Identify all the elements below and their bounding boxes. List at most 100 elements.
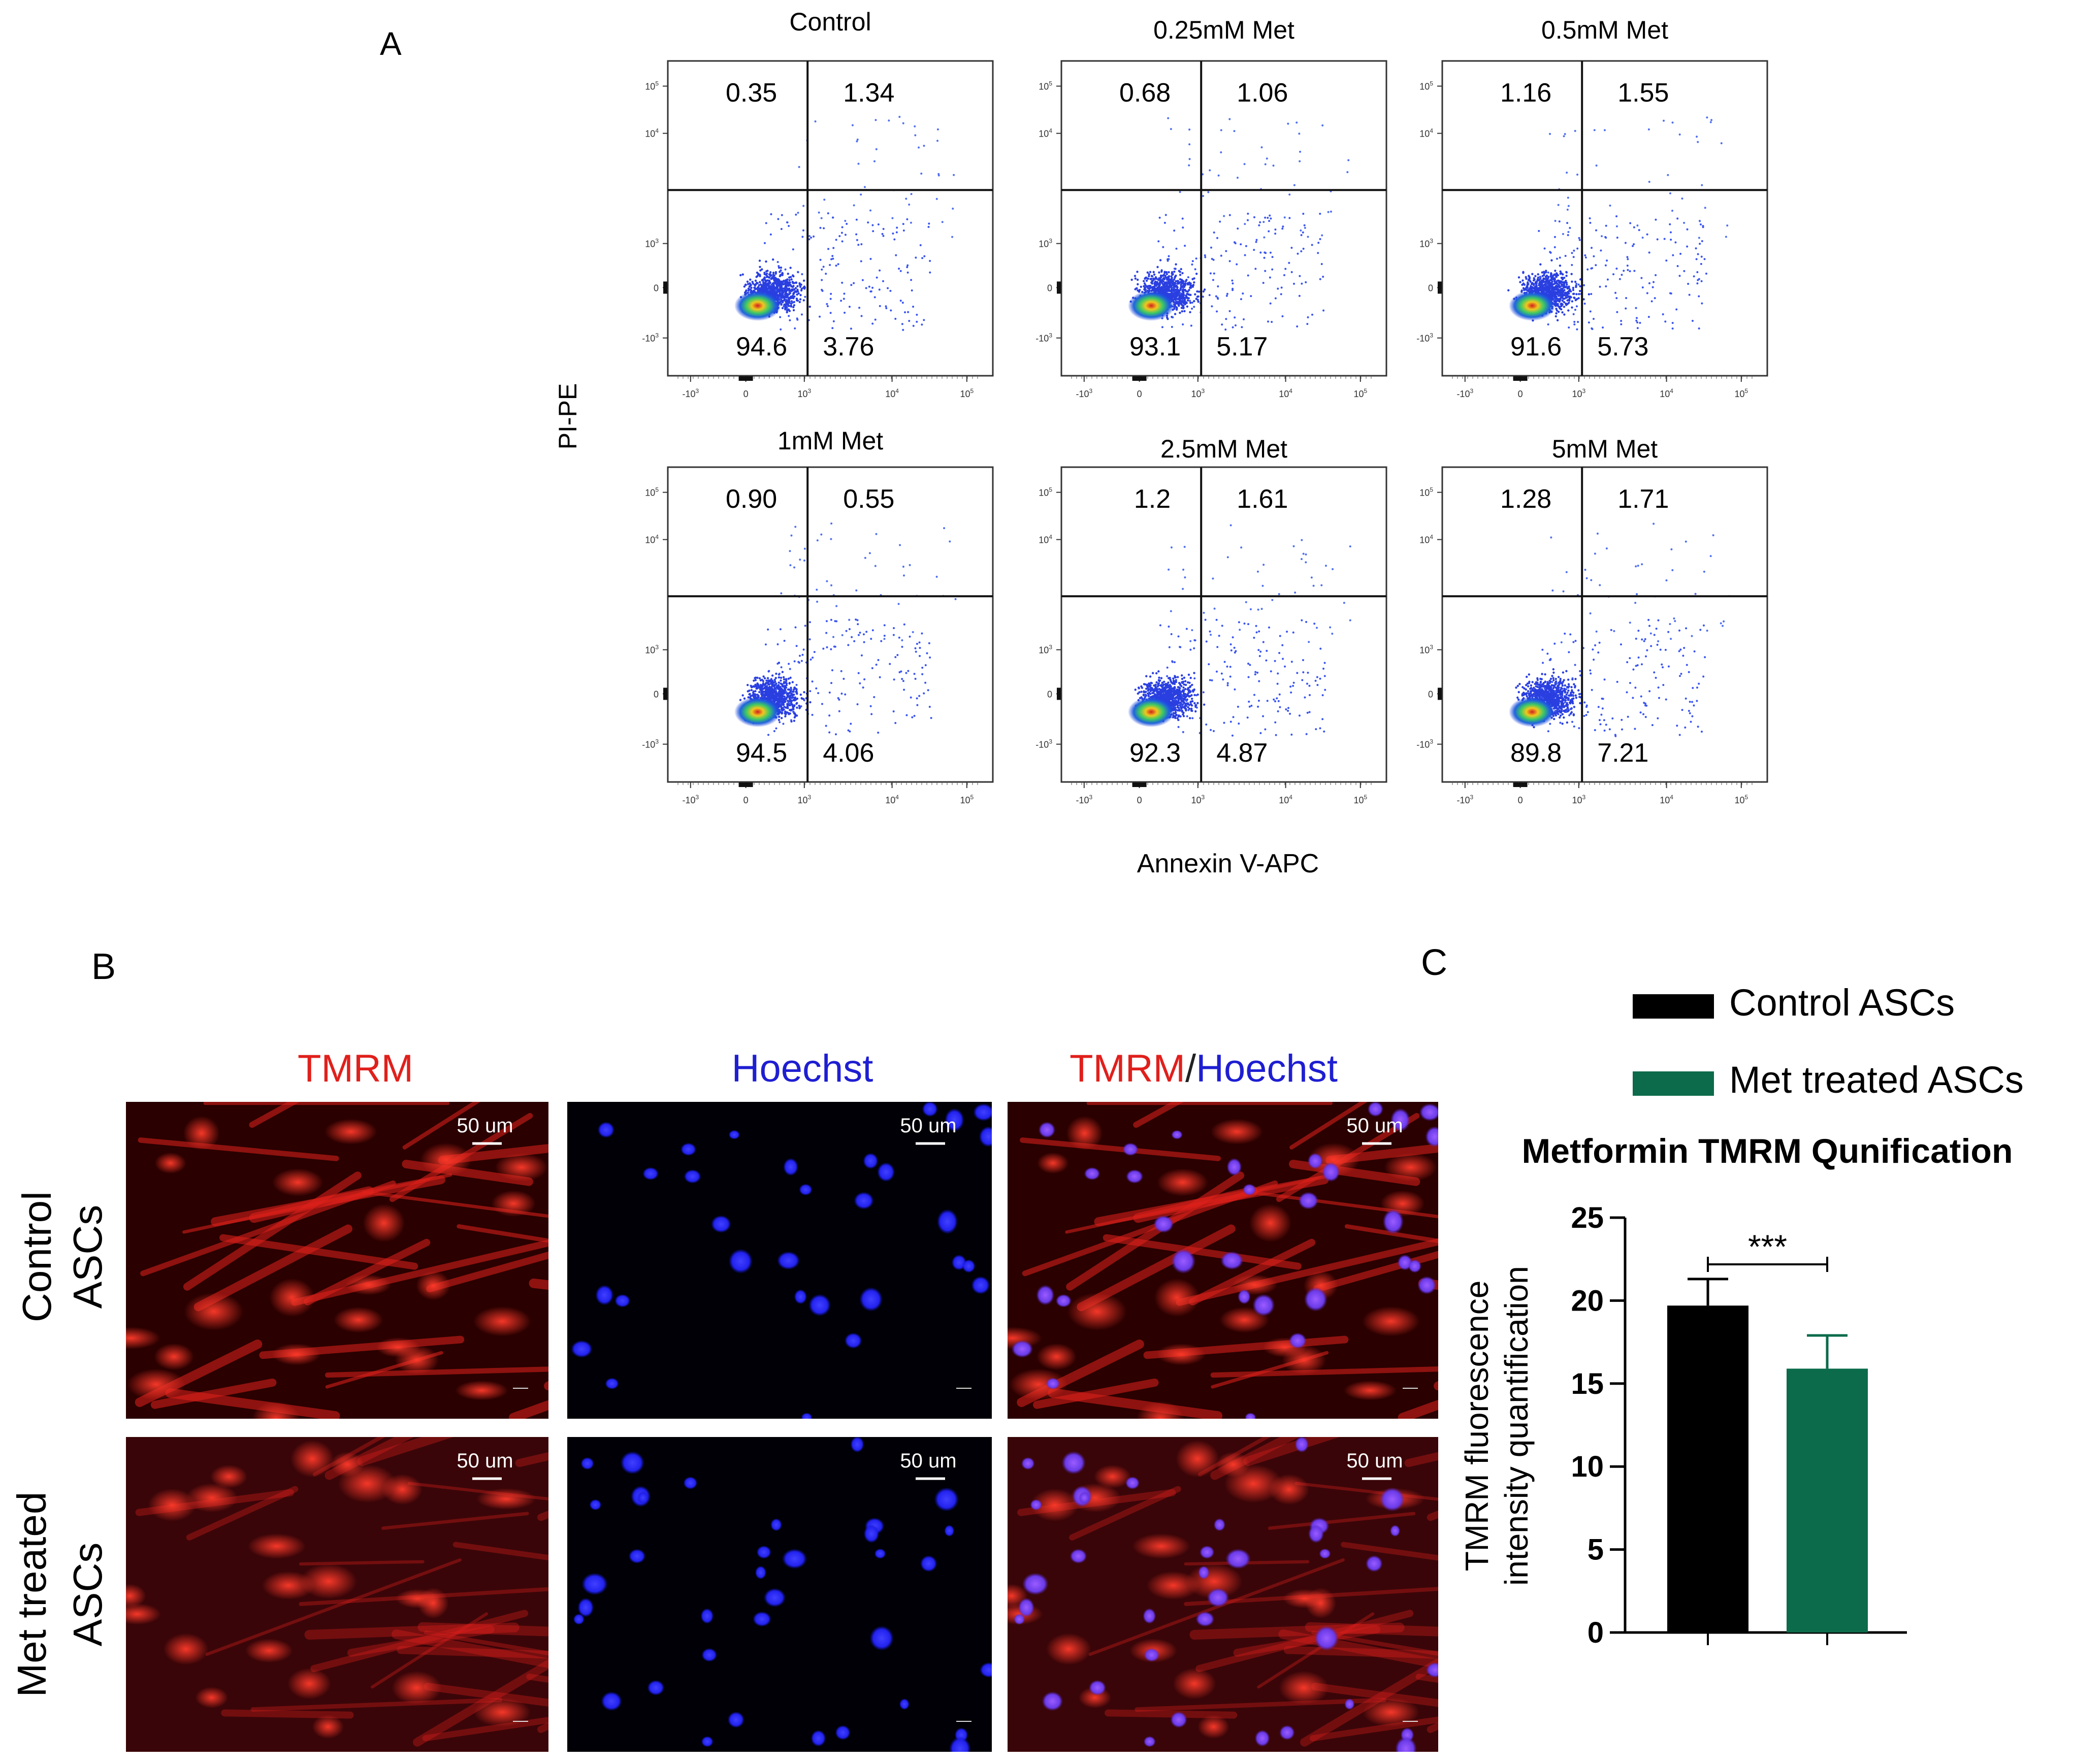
flow-event (780, 679, 782, 682)
flow-event (1595, 264, 1597, 267)
flow-event (739, 699, 742, 701)
flow-event (1540, 282, 1543, 285)
flow-event (819, 226, 822, 229)
flow-event (762, 691, 765, 693)
flow-x-tick-exp: 3 (807, 387, 811, 395)
flow-event (1213, 272, 1215, 275)
flow-event (871, 629, 874, 632)
flow-event (1555, 295, 1558, 298)
flow-event (1271, 320, 1273, 323)
flow-event (773, 678, 776, 681)
flow-event (739, 274, 742, 277)
flow-event (1158, 287, 1161, 290)
flow-event (876, 276, 878, 279)
flow-event (787, 284, 790, 287)
flow-event (1550, 275, 1553, 278)
flow-event (1545, 277, 1548, 280)
flow-event (1135, 287, 1138, 290)
flow-plot-title: Control (789, 8, 871, 36)
flow-event (1171, 271, 1174, 274)
flow-event (770, 277, 773, 279)
flow-event (832, 636, 835, 638)
flow-event (1563, 289, 1566, 291)
flow-x-tick-label: 104 (1279, 387, 1292, 399)
flow-event (903, 623, 905, 626)
flow-event (1606, 278, 1609, 281)
flow-event (1255, 239, 1258, 241)
flow-event (1180, 268, 1182, 271)
flow-event (1638, 229, 1640, 232)
flow-event (1710, 119, 1713, 121)
flow-q-ll: 94.5 (736, 738, 787, 768)
flow-event (893, 238, 896, 241)
flow-event (1663, 238, 1666, 240)
flow-event (1562, 233, 1564, 235)
flow-event (1670, 239, 1672, 241)
flow-event (1541, 285, 1544, 288)
flow-event (882, 280, 884, 282)
flow-event (1220, 254, 1222, 257)
flow-density-core (734, 697, 781, 727)
flow-event (1571, 264, 1573, 266)
flow-y-tick-label: -103 (642, 738, 659, 750)
flow-event (1556, 257, 1558, 260)
flow-event (1220, 129, 1222, 132)
flow-event (768, 276, 771, 279)
flow-event (791, 681, 794, 683)
flow-event (790, 719, 793, 722)
flow-event (929, 259, 931, 262)
flow-event (757, 684, 760, 687)
flow-event (748, 285, 751, 288)
flow-event (771, 679, 774, 682)
flow-event (1296, 325, 1299, 328)
flow-event (905, 198, 908, 200)
flow-event (828, 714, 831, 717)
flow-y-tick-label: 0 (654, 689, 659, 699)
flow-event (795, 290, 797, 293)
flow-event (1272, 165, 1275, 167)
flow-event (829, 298, 832, 300)
flow-event (775, 282, 778, 285)
flow-event (1698, 327, 1700, 330)
flow-event (1600, 249, 1602, 252)
flow-event (768, 688, 771, 691)
flow-event (1676, 217, 1679, 220)
flow-event (1177, 676, 1179, 678)
flow-event (1588, 293, 1591, 296)
flow-event (799, 293, 802, 297)
flow-event (846, 222, 848, 225)
flow-event (823, 199, 826, 201)
flow-event (765, 288, 768, 290)
flow-event (878, 288, 881, 291)
flow-event (1172, 291, 1175, 293)
flow-event (857, 634, 860, 636)
flow-event (1280, 286, 1283, 289)
flow-event (857, 672, 860, 674)
flow-event (1321, 124, 1324, 126)
flow-event (1322, 276, 1324, 278)
flow-event (914, 134, 917, 137)
flow-event (812, 657, 814, 659)
flow-event (794, 713, 797, 716)
flow-event (1541, 271, 1544, 274)
flow-event (1300, 229, 1302, 232)
flow-event (1159, 278, 1162, 281)
flow-event (778, 672, 781, 675)
flow-event (776, 685, 779, 689)
flow-event (1591, 267, 1594, 270)
flow-event (1551, 287, 1554, 290)
flow-event (885, 307, 888, 309)
flow-event (873, 296, 876, 299)
flow-event (919, 655, 921, 657)
flow-event (774, 680, 776, 683)
flow-x-tick-label: 104 (1660, 387, 1673, 399)
flow-event (781, 214, 783, 216)
flow-event (750, 695, 752, 698)
flow-event (1175, 247, 1178, 250)
flow-event (1179, 288, 1182, 291)
flow-event (1591, 328, 1594, 331)
flow-event (857, 244, 860, 246)
flow-event (1264, 163, 1267, 166)
flow-event (1191, 302, 1193, 304)
flow-event (928, 222, 930, 225)
